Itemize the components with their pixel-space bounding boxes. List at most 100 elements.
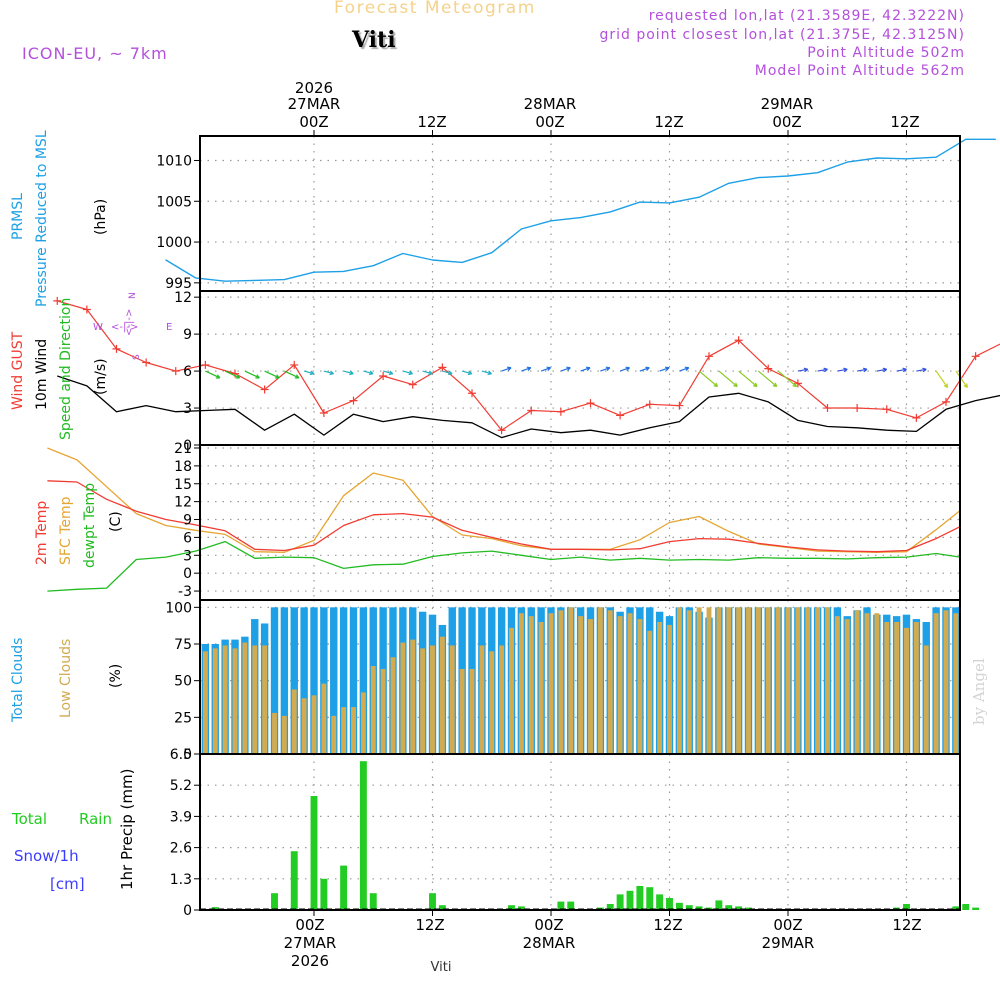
total-clouds-label: Total Clouds <box>10 638 26 723</box>
total-cloud-bar <box>359 607 368 754</box>
pressure-point <box>580 216 582 219</box>
low-cloud-bar <box>588 619 593 754</box>
pressure-point <box>283 278 285 281</box>
low-cloud-bar <box>548 613 554 754</box>
c-unit-label: (C) <box>108 511 124 532</box>
precip-bar <box>626 890 634 910</box>
bottom-date-label: 28MAR <box>523 934 576 952</box>
wind-arrow-head <box>447 370 453 376</box>
wind-direction-arrow <box>461 370 472 375</box>
top-time-label: 12Z <box>417 113 446 131</box>
low-cloud-bar <box>499 645 505 754</box>
precip-bar <box>508 905 515 910</box>
precip-bar <box>952 906 960 910</box>
wind-arrow-head <box>526 366 532 371</box>
compass-north: N <box>128 292 138 299</box>
wind-gust-marker <box>53 296 62 305</box>
wind-gust-marker <box>586 399 595 408</box>
low-cloud-bar <box>252 645 258 754</box>
precip-bar <box>735 906 743 910</box>
low-cloud-bar <box>637 619 643 754</box>
low-cloud-bar <box>913 622 919 754</box>
total-cloud-bar <box>290 607 298 754</box>
compass-south: S <box>132 354 142 360</box>
wind-direction-arrow <box>738 370 758 387</box>
wind-gust-marker <box>527 406 536 415</box>
10m-wind-line <box>57 375 1000 439</box>
precip-bar <box>903 904 910 910</box>
wind-arrow-head <box>752 382 758 388</box>
top-time-label: 12Z <box>654 113 683 131</box>
precip-bar <box>695 906 703 910</box>
pressure-point <box>846 161 848 163</box>
wind-arrow-head <box>294 374 300 379</box>
wind-gust-marker <box>201 360 210 369</box>
y-tick-label: 1005 <box>156 194 192 210</box>
y-tick-label: 21 <box>174 441 192 457</box>
y-tick-label: 0 <box>183 438 192 454</box>
pressure-point <box>639 201 641 203</box>
y-tick-label: 3 <box>183 548 192 564</box>
wind-direction-arrow <box>224 370 240 379</box>
low-cloud-bar <box>953 613 959 754</box>
low-cloud-bar <box>686 610 692 754</box>
y-tick-label: 12 <box>174 290 192 306</box>
compass-west: W <box>93 322 103 333</box>
low-cloud-bar <box>281 715 287 754</box>
wind-gust-marker <box>408 380 417 389</box>
total-cloud-bar <box>339 607 348 754</box>
model-name: ICON-EU, ~ 7km <box>22 44 168 63</box>
pressure-point <box>817 172 819 174</box>
low-cloud-bar <box>459 668 465 754</box>
top-time-label: 00Z <box>535 113 564 131</box>
wind-gust-marker <box>349 396 358 405</box>
precip-bar <box>429 893 436 910</box>
low-cloud-bar <box>558 610 564 754</box>
point-altitude: Point Altitude 502m <box>807 45 965 61</box>
pressure-point <box>520 228 522 230</box>
2m-temp-label: 2m Temp <box>34 501 50 565</box>
low-cloud-bar <box>449 645 455 754</box>
compass-horizontal: <-|-> <box>111 322 138 333</box>
wind-gust-marker <box>319 408 328 417</box>
bottom-time-label: 00Z <box>295 916 324 934</box>
pressure-point <box>787 175 789 177</box>
low-cloud-bar <box>667 624 672 754</box>
wind-direction-arrow <box>205 370 221 379</box>
wind-direction-arrow <box>955 370 968 388</box>
wind-arrow-head <box>862 367 868 373</box>
requested-coords: requested lon,lat (21.3589E, 42.3222N) <box>648 8 965 24</box>
low-cloud-bar <box>360 692 366 754</box>
grid-point-coords: grid point closest lon,lat (21.375E, 42.… <box>599 27 965 43</box>
precip-bar <box>359 761 367 910</box>
low-cloud-bar <box>518 613 524 754</box>
top-time-label: 00Z <box>299 113 328 131</box>
pressure-reduced-label: Pressure Reduced to MSL <box>34 130 50 307</box>
axis-labels: 995100010051010036912-303691215182102550… <box>156 130 907 919</box>
top-time-axis: 2026 27MAR 00Z 12Z 28MAR 00Z 12Z 29MAR 0… <box>288 79 920 131</box>
y-tick-label: 6 <box>183 364 192 380</box>
precip-bar <box>675 902 683 910</box>
wind-direction-arrow <box>284 370 300 379</box>
wind-direction-arrow <box>679 367 689 372</box>
low-cloud-bar <box>410 639 416 754</box>
total-cloud-bar <box>320 607 328 754</box>
wind-direction-arrow <box>540 367 551 372</box>
low-cloud-bar <box>509 627 514 754</box>
pressure-point <box>194 277 197 279</box>
precip-bar <box>517 906 525 910</box>
pressure-point <box>372 265 374 267</box>
y-tick-label: 1.3 <box>170 872 192 888</box>
bottom-time-label: 12Z <box>415 916 444 934</box>
low-cloud-bar <box>884 622 890 754</box>
low-cloud-bar <box>341 707 347 754</box>
wind-direction-arrow <box>501 367 512 372</box>
low-cloud-bar <box>627 613 633 754</box>
wind-direction-arrow <box>303 370 314 375</box>
wind-direction-arrow <box>857 368 868 372</box>
pressure-point <box>224 280 226 282</box>
wind-gust-marker <box>497 426 506 435</box>
y-tick-label: 12 <box>174 495 192 511</box>
wind-arrow-head <box>585 366 591 371</box>
